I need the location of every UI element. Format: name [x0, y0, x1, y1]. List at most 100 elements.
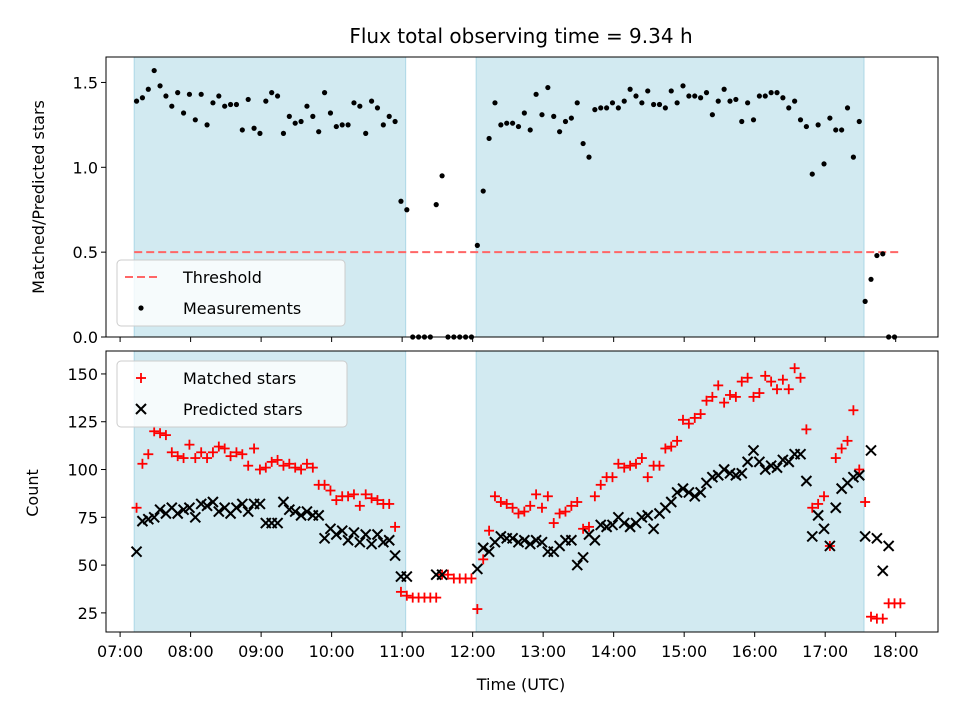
measurement-point [880, 251, 886, 257]
matched-stars-point [395, 586, 406, 597]
measurement-point [392, 118, 398, 125]
matched-stars-point [401, 590, 412, 601]
measurement-point [745, 100, 751, 106]
predicted-stars-point [871, 532, 883, 545]
matched-stars-point [819, 491, 830, 502]
matched-stars-point [307, 462, 318, 473]
y-tick-label: 150 [67, 365, 98, 384]
measurement-point [574, 100, 580, 106]
predicted-stars-point [183, 502, 196, 514]
predicted-stars-point [359, 528, 372, 541]
matched-stars-point [836, 443, 847, 454]
legend-box [116, 360, 348, 428]
x-tick-label: 14:00 [591, 642, 637, 661]
measurement-point [709, 112, 715, 118]
measurement-point [239, 127, 245, 133]
matched-stars-point [348, 489, 359, 500]
measurement-point [151, 67, 157, 74]
measurement-point [774, 90, 780, 96]
matched-stars-point [642, 472, 653, 483]
measurement-point [368, 98, 375, 104]
measurement-point [398, 198, 404, 204]
measurement-point [586, 154, 592, 160]
predicted-stars-point [806, 530, 818, 543]
measurement-point [527, 127, 533, 133]
predicted-stars-point [783, 456, 795, 468]
predicted-stars-point [371, 528, 384, 541]
predicted-stars-point [565, 534, 578, 546]
predicted-stars-point [365, 538, 378, 550]
measurement-point [562, 118, 569, 125]
predicted-stars-point [383, 534, 395, 546]
measurement-point [692, 93, 698, 99]
predicted-stars-point [812, 509, 824, 522]
measurement-point [557, 129, 563, 135]
matched-stars-point [677, 414, 688, 425]
measurement-point [386, 113, 392, 119]
bottom-panel: 25 50 75 100 125 150 07:00 08:00 09:00 10:00 11:00… [67, 350, 939, 661]
measurement-point [844, 105, 851, 111]
measurement-point [286, 113, 292, 119]
matched-stars-point [689, 412, 700, 423]
measurement-point [792, 98, 798, 104]
matched-stars-point [442, 569, 453, 580]
matched-stars-point [536, 502, 547, 513]
measurement-point [380, 122, 386, 128]
measurement-point [251, 125, 257, 131]
y-tick-label: 0.5 [73, 243, 98, 262]
measurement-point [568, 115, 574, 121]
matched-stars-point [178, 453, 189, 464]
measurement-point [539, 112, 545, 118]
legend-label: Matched stars [183, 369, 296, 388]
measurement-point [803, 123, 809, 130]
matched-stars-point [166, 447, 177, 458]
matched-stars-point [196, 447, 207, 458]
predicted-stars-point [518, 534, 531, 546]
measurement-point [245, 96, 251, 103]
predicted-stars-point [647, 523, 660, 535]
legend: Threshold Measurements [116, 259, 346, 327]
measurement-point [269, 90, 275, 96]
chart-title: Flux total observing time = 9.34 h [349, 24, 692, 48]
matched-stars-point [813, 498, 824, 509]
matched-stars-point [190, 453, 201, 464]
matched-stars-point [296, 464, 307, 475]
predicted-stars-point [213, 505, 225, 518]
matched-stars-point [807, 502, 818, 513]
measurement-point [222, 103, 228, 109]
matched-stars-point [331, 495, 342, 506]
measurement-point [762, 93, 768, 99]
predicted-stars-point [830, 502, 842, 514]
bottom-y-axis-label: Count [23, 469, 42, 517]
measurement-point [686, 93, 692, 99]
measurement-point [327, 110, 334, 116]
predicted-stars-point [736, 467, 748, 480]
measurement-point [216, 93, 222, 99]
measurement-point [480, 188, 486, 194]
matched-stars-point [172, 451, 183, 462]
matched-stars-point [766, 376, 777, 387]
measurement-point [133, 98, 140, 104]
legend: Matched stars Predicted stars [116, 360, 348, 428]
measurement-point [509, 120, 516, 126]
predicted-stars-point [154, 503, 166, 516]
matched-stars-point [507, 502, 518, 513]
predicted-stars-point [342, 534, 354, 546]
matched-stars-point [513, 508, 524, 519]
predicted-stars-point [477, 542, 489, 554]
matched-stars-point [254, 464, 265, 475]
predicted-stars-point [824, 540, 836, 552]
measurement-point [363, 130, 369, 136]
measurement-point [192, 117, 198, 123]
legend-box [116, 259, 346, 327]
matched-stars-point [777, 374, 788, 385]
matched-stars-point [760, 370, 771, 381]
top-panel: 0.0 0.5 1.0 1.5 Threshold Measurements [73, 56, 939, 347]
measurement-point [198, 91, 204, 97]
measurement-point [627, 86, 633, 92]
axes-frame [105, 350, 939, 633]
measurement-point [821, 161, 827, 167]
matched-stars-point [149, 426, 160, 437]
measurement-point [633, 93, 639, 99]
measurement-point [345, 122, 351, 128]
